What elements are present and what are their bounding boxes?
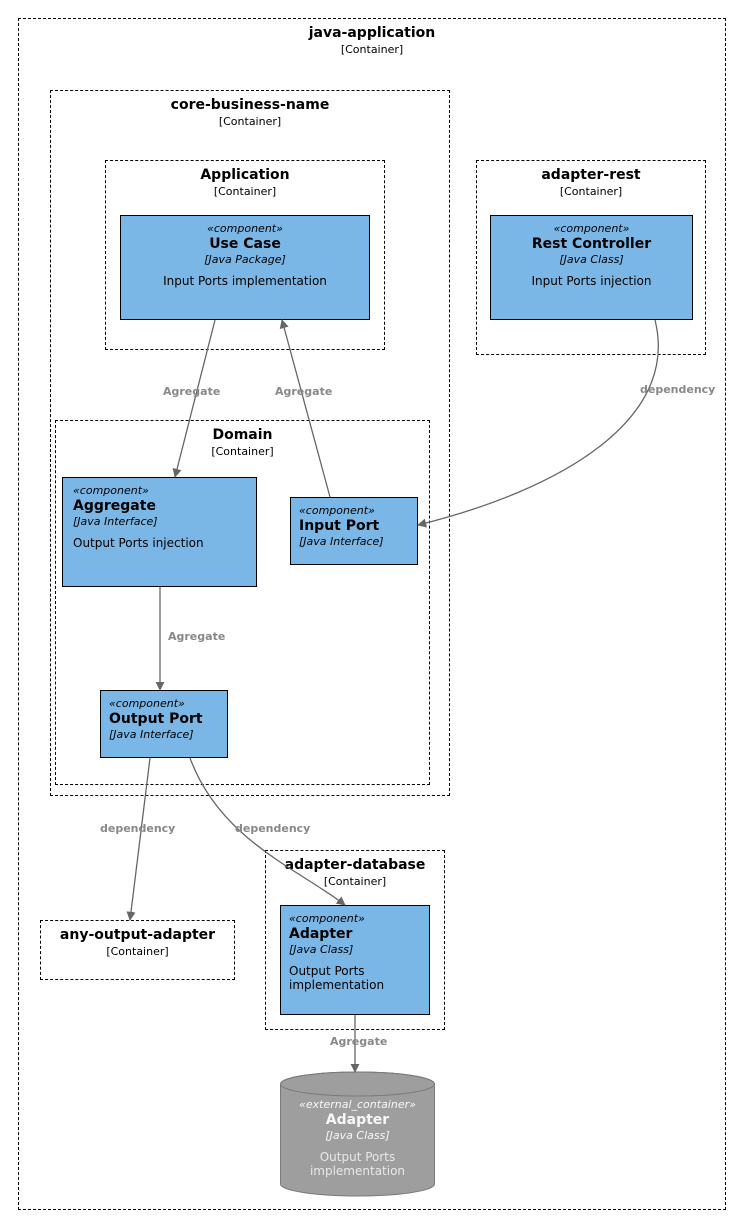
component-rest-controller: «component» Rest Controller [Java Class]… (490, 215, 693, 320)
label-aggregate-outputport: Agregate (168, 630, 225, 643)
component-input-port: «component» Input Port [Java Interface] (290, 497, 418, 565)
name-use-case: Use Case (125, 236, 365, 252)
tech-input-port: [Java Interface] (299, 535, 413, 548)
name-adapter: Adapter (289, 926, 425, 942)
sub-java-application: [Container] (19, 43, 725, 56)
stereo-adapter: «component» (289, 912, 425, 925)
title-domain: Domain (56, 427, 429, 443)
name-input-port: Input Port (299, 518, 413, 534)
desc-db-adapter: Output Ports implementation (280, 1150, 435, 1178)
sub-any-output-adapter: [Container] (41, 945, 234, 958)
label-outputport-adapter: dependency (235, 822, 310, 835)
container-any-output-adapter: any-output-adapter [Container] (40, 920, 235, 980)
component-db-adapter: «external_container» Adapter [Java Class… (280, 1072, 435, 1194)
title-any-output-adapter: any-output-adapter (41, 927, 234, 943)
stereo-use-case: «component» (125, 222, 365, 235)
component-adapter: «component» Adapter [Java Class] Output … (280, 905, 430, 1015)
sub-adapter-rest: [Container] (477, 185, 705, 198)
sub-adapter-database: [Container] (266, 875, 444, 888)
tech-aggregate: [Java Interface] (73, 515, 252, 528)
sub-domain: [Container] (56, 445, 429, 458)
desc-use-case: Input Ports implementation (125, 274, 365, 288)
title-application: Application (106, 167, 384, 183)
name-output-port: Output Port (109, 711, 223, 727)
title-java-application: java-application (19, 25, 725, 41)
label-rest-inputport: dependency (640, 383, 715, 396)
label-adapter-db: Agregate (330, 1035, 387, 1048)
stereo-rest-controller: «component» (495, 222, 688, 235)
name-db-adapter: Adapter (280, 1112, 435, 1128)
title-adapter-rest: adapter-rest (477, 167, 705, 183)
desc-aggregate: Output Ports injection (73, 536, 252, 550)
label-outputport-anyoutput: dependency (100, 822, 175, 835)
desc-adapter: Output Ports implementation (289, 964, 425, 992)
stereo-output-port: «component» (109, 697, 223, 710)
desc-rest-controller: Input Ports injection (495, 274, 688, 288)
tech-output-port: [Java Interface] (109, 728, 223, 741)
sub-application: [Container] (106, 185, 384, 198)
name-aggregate: Aggregate (73, 498, 252, 514)
tech-adapter: [Java Class] (289, 943, 425, 956)
component-use-case: «component» Use Case [Java Package] Inpu… (120, 215, 370, 320)
tech-db-adapter: [Java Class] (280, 1129, 435, 1142)
component-aggregate: «component» Aggregate [Java Interface] O… (62, 477, 257, 587)
stereo-input-port: «component» (299, 504, 413, 517)
stereo-aggregate: «component» (73, 484, 252, 497)
tech-use-case: [Java Package] (125, 253, 365, 266)
sub-core-business: [Container] (51, 115, 449, 128)
title-core-business: core-business-name (51, 97, 449, 113)
label-inputport-usecase: Agregate (275, 385, 332, 398)
title-adapter-database: adapter-database (266, 857, 444, 873)
label-usecase-aggregate: Agregate (163, 385, 220, 398)
component-output-port: «component» Output Port [Java Interface] (100, 690, 228, 758)
stereo-db-adapter: «external_container» (280, 1098, 435, 1111)
name-rest-controller: Rest Controller (495, 236, 688, 252)
tech-rest-controller: [Java Class] (495, 253, 688, 266)
